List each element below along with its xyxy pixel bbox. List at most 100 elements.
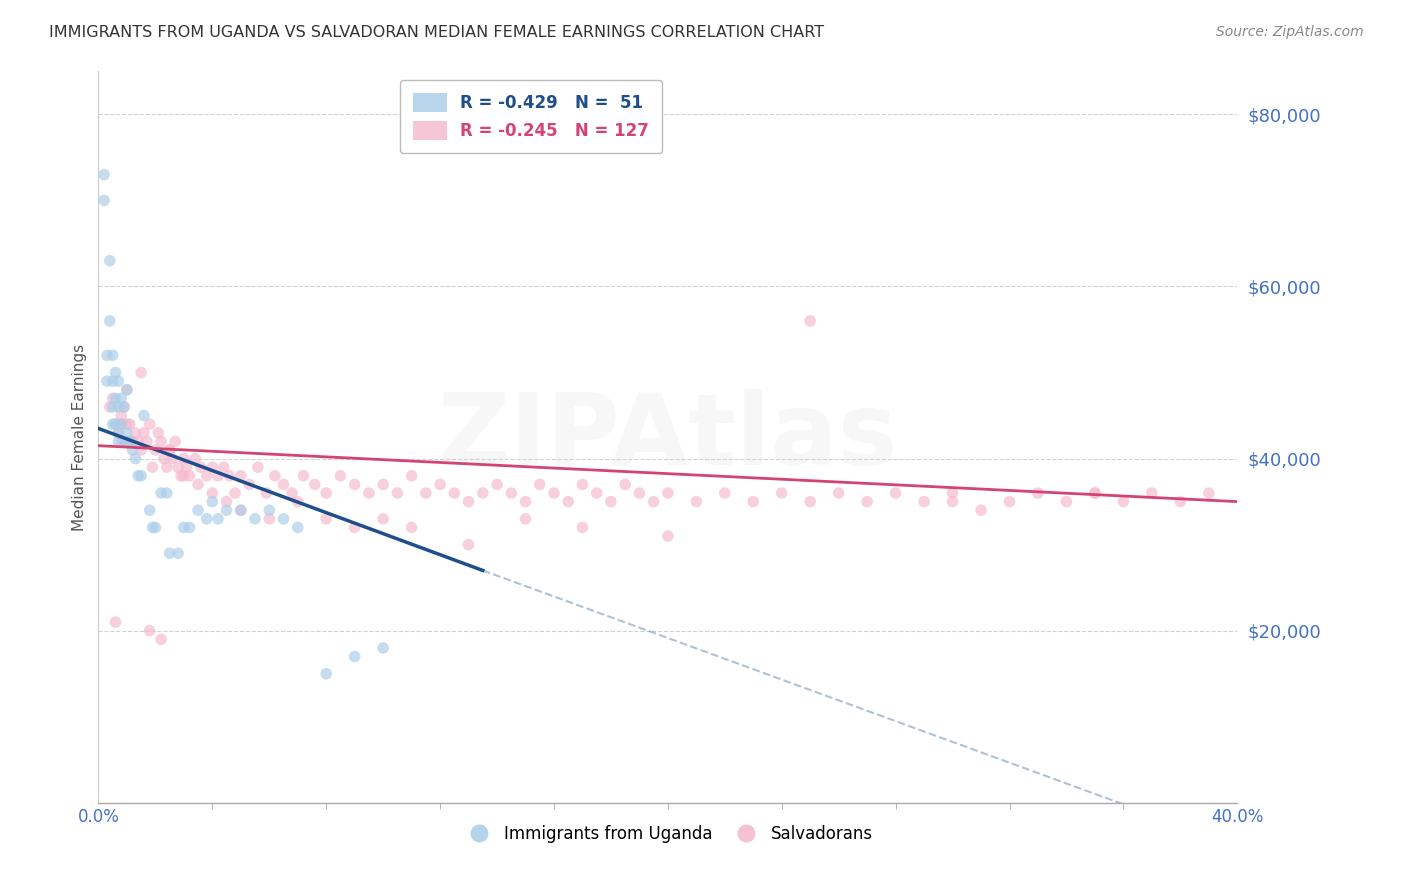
- Point: [104, 615, 127, 629]
- Point: [162, 451, 184, 466]
- Point: [429, 477, 451, 491]
- Point: [104, 417, 127, 432]
- Point: [150, 632, 173, 647]
- Point: [443, 486, 465, 500]
- Point: [150, 434, 173, 449]
- Point: [246, 460, 269, 475]
- Point: [110, 417, 132, 432]
- Point: [145, 442, 167, 457]
- Point: [173, 468, 195, 483]
- Point: [315, 512, 337, 526]
- Point: [770, 486, 793, 500]
- Point: [1084, 486, 1107, 500]
- Point: [942, 494, 965, 508]
- Point: [98, 314, 121, 328]
- Point: [96, 348, 118, 362]
- Point: [998, 494, 1021, 508]
- Point: [115, 434, 138, 449]
- Point: [401, 468, 423, 483]
- Point: [112, 400, 135, 414]
- Point: [153, 451, 176, 466]
- Point: [585, 486, 607, 500]
- Point: [238, 477, 260, 491]
- Point: [112, 434, 135, 449]
- Text: ZIPAtlas: ZIPAtlas: [437, 389, 898, 485]
- Point: [165, 434, 187, 449]
- Point: [571, 520, 593, 534]
- Point: [176, 460, 198, 475]
- Point: [121, 442, 143, 457]
- Point: [685, 494, 707, 508]
- Point: [93, 194, 115, 208]
- Point: [173, 451, 195, 466]
- Point: [167, 546, 190, 560]
- Legend: Immigrants from Uganda, Salvadorans: Immigrants from Uganda, Salvadorans: [456, 818, 880, 849]
- Point: [799, 494, 821, 508]
- Point: [96, 374, 118, 388]
- Point: [457, 538, 479, 552]
- Point: [201, 460, 224, 475]
- Point: [387, 486, 409, 500]
- Point: [942, 486, 965, 500]
- Point: [127, 468, 149, 483]
- Point: [170, 468, 193, 483]
- Point: [243, 512, 266, 526]
- Point: [184, 451, 207, 466]
- Point: [159, 546, 181, 560]
- Point: [141, 520, 163, 534]
- Point: [373, 477, 395, 491]
- Point: [98, 253, 121, 268]
- Point: [101, 348, 124, 362]
- Point: [201, 494, 224, 508]
- Point: [884, 486, 907, 500]
- Point: [150, 486, 173, 500]
- Point: [1170, 494, 1192, 508]
- Point: [110, 409, 132, 423]
- Point: [107, 400, 129, 414]
- Point: [315, 666, 337, 681]
- Point: [195, 512, 218, 526]
- Point: [515, 512, 537, 526]
- Point: [628, 486, 651, 500]
- Point: [121, 434, 143, 449]
- Point: [156, 460, 179, 475]
- Point: [457, 494, 479, 508]
- Point: [212, 460, 235, 475]
- Point: [129, 468, 152, 483]
- Point: [159, 442, 181, 457]
- Point: [912, 494, 935, 508]
- Point: [259, 503, 281, 517]
- Point: [229, 503, 252, 517]
- Point: [115, 417, 138, 432]
- Text: Source: ZipAtlas.com: Source: ZipAtlas.com: [1216, 25, 1364, 39]
- Point: [159, 442, 181, 457]
- Point: [1198, 486, 1220, 500]
- Point: [259, 512, 281, 526]
- Point: [343, 520, 366, 534]
- Point: [201, 486, 224, 500]
- Point: [515, 494, 537, 508]
- Point: [207, 468, 229, 483]
- Y-axis label: Median Female Earnings: Median Female Earnings: [72, 343, 87, 531]
- Point: [104, 392, 127, 406]
- Point: [357, 486, 380, 500]
- Point: [190, 460, 212, 475]
- Point: [98, 400, 121, 414]
- Point: [104, 366, 127, 380]
- Point: [215, 494, 238, 508]
- Text: IMMIGRANTS FROM UGANDA VS SALVADORAN MEDIAN FEMALE EARNINGS CORRELATION CHART: IMMIGRANTS FROM UGANDA VS SALVADORAN MED…: [49, 25, 824, 40]
- Point: [1026, 486, 1049, 500]
- Point: [1140, 486, 1163, 500]
- Point: [107, 374, 129, 388]
- Point: [714, 486, 737, 500]
- Point: [129, 442, 152, 457]
- Point: [129, 366, 152, 380]
- Point: [107, 425, 129, 440]
- Point: [207, 512, 229, 526]
- Point: [138, 417, 160, 432]
- Point: [1056, 494, 1078, 508]
- Point: [1112, 494, 1135, 508]
- Point: [187, 503, 209, 517]
- Point: [329, 468, 352, 483]
- Point: [799, 314, 821, 328]
